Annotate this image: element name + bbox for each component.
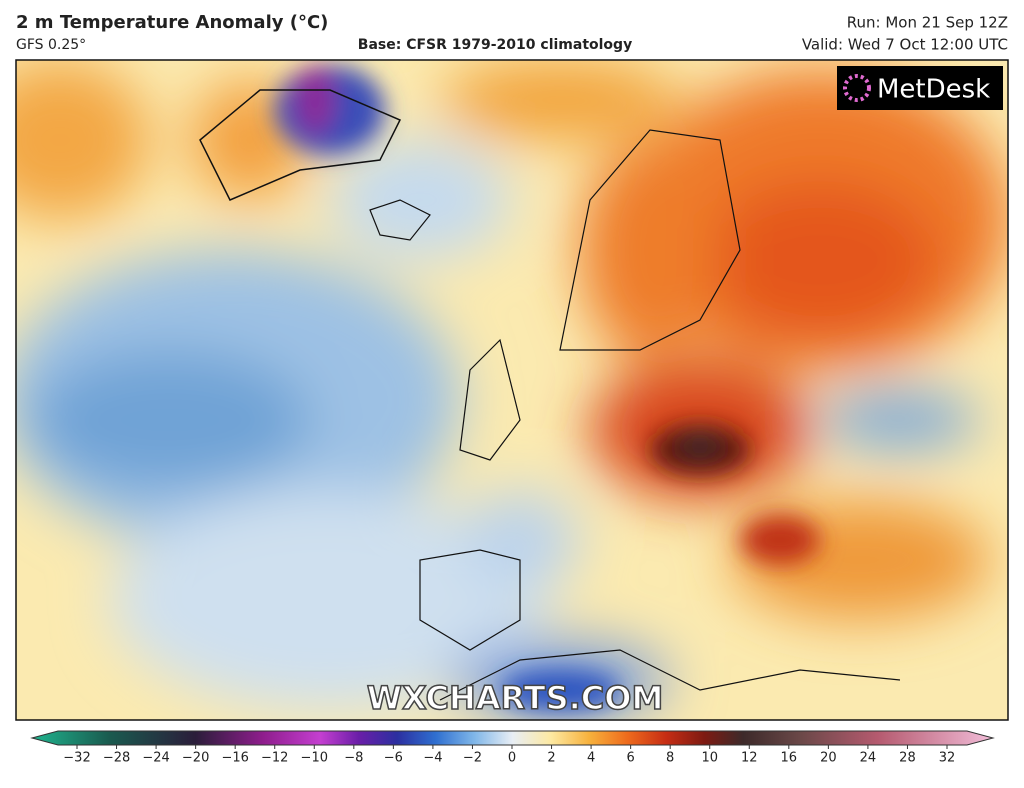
colorbar-tick-label: −24: [142, 751, 169, 766]
colorbar-tick-label: 6: [626, 751, 634, 766]
colorbar-tick-label: 12: [741, 751, 758, 766]
colorbar-tick-label: 32: [939, 751, 956, 766]
colorbar-tick-label: −6: [384, 751, 403, 766]
colorbar-tick-label: −4: [423, 751, 442, 766]
colorbar: [30, 730, 995, 746]
colorbar-tick-label: −8: [344, 751, 363, 766]
run: Run: Mon 21 Sep 12Z: [847, 14, 1008, 32]
colorbar-tick-label: 4: [587, 751, 595, 766]
colorbar-tick-label: 10: [701, 751, 718, 766]
colorbar-tick-label: −32: [63, 751, 90, 766]
logo: MetDesk: [877, 75, 990, 105]
valid: Valid: Wed 7 Oct 12:00 UTC: [802, 36, 1008, 54]
watermark: WXCHARTS.COM: [367, 679, 664, 717]
logo-icon: [843, 74, 871, 102]
model: GFS 0.25°: [16, 37, 86, 53]
title: 2 m Temperature Anomaly (°C): [16, 12, 328, 33]
colorbar-tick-label: −20: [182, 751, 209, 766]
colorbar-tick-label: −16: [221, 751, 248, 766]
colorbar-tick-label: 24: [860, 751, 877, 766]
colorbar-tick-label: 8: [666, 751, 674, 766]
map-frame: [15, 59, 1009, 721]
colorbar-tick-label: −2: [463, 751, 482, 766]
colorbar-tick-label: −28: [103, 751, 130, 766]
colorbar-tick-label: −12: [261, 751, 288, 766]
base: Base: CFSR 1979-2010 climatology: [358, 37, 632, 53]
colorbar-tick-label: 2: [547, 751, 555, 766]
colorbar-tick-label: 20: [820, 751, 837, 766]
colorbar-tick-label: 28: [899, 751, 916, 766]
colorbar-ticks: −32 −28 −24 −20 −16 −12 −10 −8 −6 −4 −2 0 2 4 6 8 10 12 16…: [63, 745, 955, 766]
colorbar-tick-label: −10: [301, 751, 328, 766]
logo-box: [837, 66, 1003, 110]
colorbar-tick-label: 0: [508, 751, 516, 766]
map: WXCHARTS.COM: [16, 60, 1008, 720]
colorbar-tick-label: 16: [781, 751, 798, 766]
